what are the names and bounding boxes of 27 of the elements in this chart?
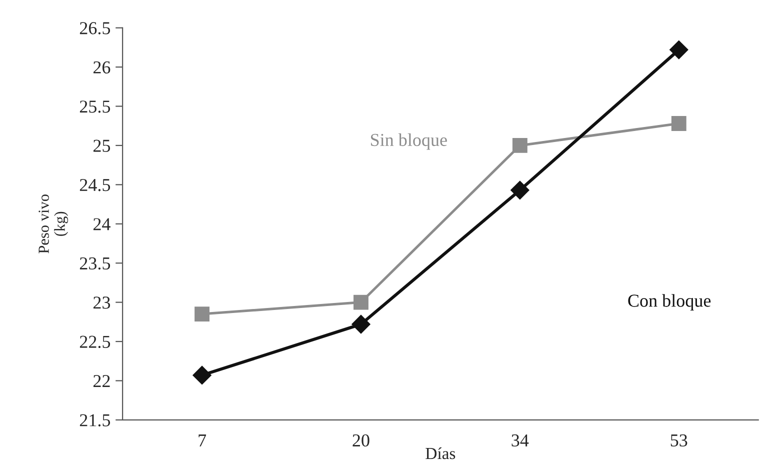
y-tick-label: 25.5 <box>80 100 110 113</box>
y-tick-label: 24 <box>93 218 110 230</box>
point <box>354 294 368 310</box>
text: Sin bloque <box>371 133 447 150</box>
point <box>510 180 530 200</box>
y-tick-label: 23 <box>93 296 110 309</box>
x-tick-label: 53 <box>670 434 688 447</box>
text: Con bloque <box>628 294 711 310</box>
point <box>352 314 370 334</box>
point <box>512 138 528 153</box>
x-axis-title: Días <box>426 447 456 460</box>
y-tick-label: 22 <box>93 375 110 387</box>
x-tick-label: 20 <box>352 434 370 447</box>
point <box>670 40 688 60</box>
point <box>192 366 212 385</box>
y-tick-label: 25 <box>93 140 110 152</box>
y-tick-label: 24.5 <box>80 178 110 192</box>
x-tick-label: 7 <box>198 434 206 446</box>
y-tick-label: 26.5 <box>80 22 110 34</box>
y-tick-label: 22.5 <box>80 336 110 348</box>
y-tick-label: 26 <box>93 61 110 74</box>
y-tick-label: 23.5 <box>80 257 110 270</box>
x-tick-label: 34 <box>512 434 529 447</box>
y-tick-label: 21.5 <box>80 414 110 426</box>
point <box>671 116 686 131</box>
point <box>194 306 210 322</box>
y-axis-title: Peso vivo (kg) <box>38 194 68 254</box>
